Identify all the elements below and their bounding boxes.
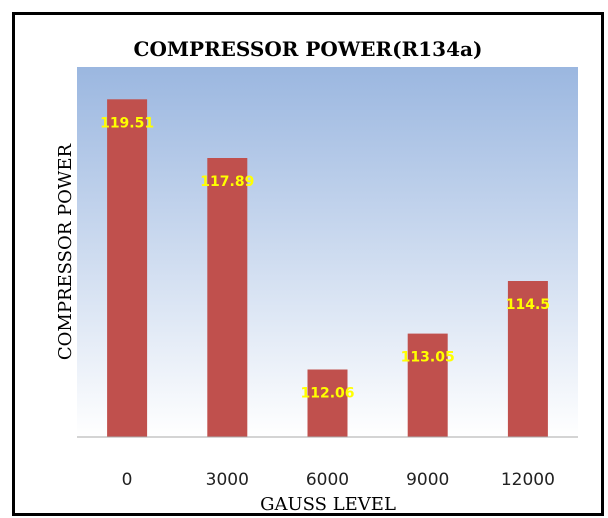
bar-0 — [107, 99, 148, 438]
data-label-9000: 113.05 — [401, 350, 455, 366]
x-tick-label-9000: 9000 — [406, 470, 449, 490]
bars-group — [107, 99, 548, 438]
data-label-6000: 112.06 — [300, 386, 354, 402]
x-tick-label-0: 0 — [122, 470, 133, 490]
bar-3000 — [207, 158, 248, 437]
chart-svg: COMPRESSOR POWER(R134a) 119.51 117.89 112.… — [55, 37, 578, 513]
data-label-12000: 114.5 — [506, 297, 550, 313]
x-tick-labels: 0 3000 6000 9000 12000 — [122, 470, 555, 490]
y-axis-label: COMPRESSOR POWER — [55, 143, 76, 360]
x-tick-label-3000: 3000 — [206, 470, 249, 490]
data-label-3000: 117.89 — [200, 174, 254, 190]
data-label-0: 119.51 — [100, 115, 154, 131]
bar-12000 — [507, 281, 548, 437]
data-labels-group: 119.51 117.89 112.06 113.05 114.5 — [100, 115, 550, 401]
chart-frame: COMPRESSOR POWER(R134a) 119.51 117.89 112.… — [12, 12, 604, 516]
x-axis-label: GAUSS LEVEL — [260, 494, 396, 513]
bar-6000 — [307, 369, 348, 437]
x-tick-label-12000: 12000 — [501, 470, 555, 490]
chart-title: COMPRESSOR POWER(R134a) — [134, 37, 483, 61]
x-tick-label-6000: 6000 — [306, 470, 349, 490]
bar-9000 — [407, 333, 448, 437]
